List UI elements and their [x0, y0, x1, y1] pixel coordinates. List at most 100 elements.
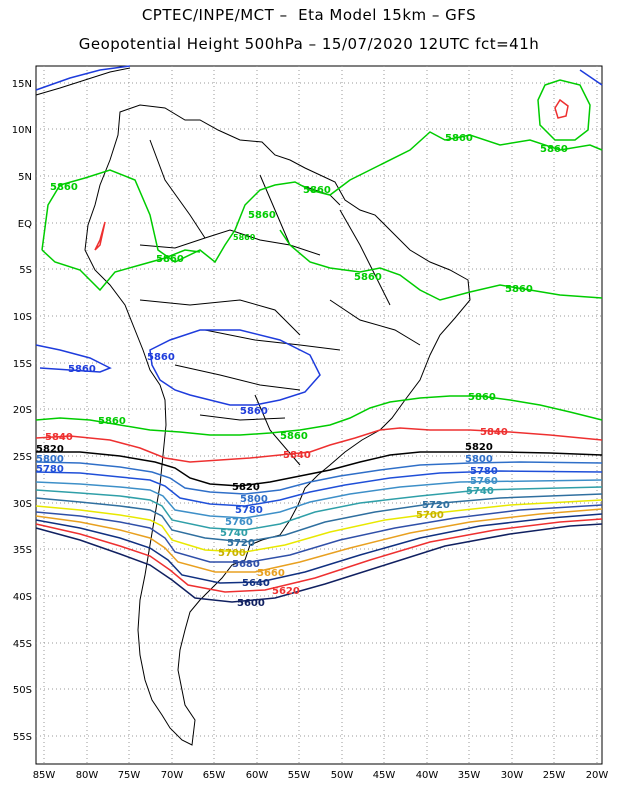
lon-tick-label: 30W: [501, 770, 524, 781]
lat-tick-label: 50S: [13, 685, 32, 696]
contour-5860-blue-west: [35, 344, 112, 373]
contour-5680: [35, 504, 603, 563]
contour-label: 5860: [68, 364, 96, 375]
lat-tick-label: 30S: [13, 499, 32, 510]
lat-tick-label: 15N: [12, 79, 32, 90]
contour-5700: [35, 499, 603, 553]
contour-label: 5800: [465, 454, 493, 465]
lon-tick-label: 65W: [203, 770, 226, 781]
lon-tick-label: 70W: [161, 770, 184, 781]
contour-5600: [35, 523, 603, 603]
contour-5620: [35, 518, 603, 593]
lat-tick-label: 45S: [13, 639, 32, 650]
contour-5780: [35, 470, 603, 507]
contour-5800: [35, 461, 603, 495]
contour-5860-red-small: [94, 221, 106, 251]
contour-label: 5860: [303, 185, 331, 196]
lon-tick-label: 40W: [416, 770, 439, 781]
lon-tick-label: 50W: [331, 770, 354, 781]
lon-tick-label: 60W: [246, 770, 269, 781]
map-frame: [35, 65, 603, 765]
country-borders: [139, 139, 421, 466]
lon-tick-label: 55W: [288, 770, 311, 781]
contour-label: 5860: [468, 392, 496, 403]
lat-tick-label: 40S: [13, 592, 32, 603]
contour-label: 5780: [470, 466, 498, 477]
contour-label: 5820: [36, 444, 64, 455]
lat-tick-label: 25S: [13, 452, 32, 463]
contour-label: 5700: [218, 548, 246, 559]
contour-label: 5860: [98, 416, 126, 427]
lat-tick-label: 55S: [13, 732, 32, 743]
lon-tick-label: 20W: [586, 770, 609, 781]
contour-label: 5820: [232, 482, 260, 493]
contour-label: 5860: [505, 284, 533, 295]
contour-label: 5740: [220, 528, 248, 539]
contour-label: 5860: [354, 272, 382, 283]
contour-5760: [35, 479, 603, 519]
lat-tick-label: 35S: [13, 545, 32, 556]
contour-5720: [35, 493, 603, 543]
contour-label: 5760: [470, 476, 498, 487]
contour-5740: [35, 486, 603, 531]
contour-label: 5660: [257, 568, 285, 579]
contour-label: 5700: [416, 510, 444, 521]
south-america-coast: [84, 104, 471, 746]
contour-5860-red-high: [554, 98, 569, 119]
contour-labels: 5860 5860 5860 5860 5860 5860 5860 5860 …: [36, 133, 568, 609]
contour-label: 5620: [272, 586, 300, 597]
contour-5860-high: [537, 79, 591, 141]
contour-label: 5720: [227, 538, 255, 549]
contour-5820: [36, 451, 603, 487]
chart-title-line2: Geopotential Height 500hPa – 15/07/2020 …: [78, 35, 540, 53]
contour-label: 5740: [466, 486, 494, 497]
chart-title-line1: CPTEC/INPE/MCT – Eta Model 15km – GFS: [141, 6, 477, 24]
lat-tick-label: 20S: [13, 405, 32, 416]
lat-tick-label: EQ: [18, 219, 32, 230]
lat-tick-label: 15S: [13, 359, 32, 370]
contour-label: 5860: [248, 210, 276, 221]
contour-label: 5640: [242, 578, 270, 589]
contour-label: 5860: [50, 182, 78, 193]
contour-label: 5680: [232, 559, 260, 570]
contour-label: 5860: [240, 406, 268, 417]
contour-label: 5860: [233, 233, 256, 242]
contour-label: 5760: [225, 517, 253, 528]
contour-5640: [35, 513, 603, 584]
contour-5860-east: [279, 229, 603, 301]
contour-5860-west: [41, 249, 201, 292]
central-america-coast: [35, 67, 131, 96]
contour-5860-blue-center: [149, 329, 321, 406]
contour-5860-north: [41, 131, 603, 264]
contour-label: 5860: [540, 144, 568, 155]
lon-tick-label: 25W: [543, 770, 566, 781]
contour-label: 5840: [45, 432, 73, 443]
contour-label: 5860: [445, 133, 473, 144]
contour-label: 5800: [36, 454, 64, 465]
contour-label: 5860: [156, 254, 184, 265]
graticule: [36, 66, 602, 764]
contour-label: 5720: [422, 500, 450, 511]
contour-5860-south: [35, 395, 603, 436]
contour-5840: [35, 427, 603, 463]
lon-tick-label: 85W: [33, 770, 56, 781]
contour-lines: [35, 65, 603, 603]
contour-5660: [35, 508, 603, 573]
contour-label: 5780: [235, 505, 263, 516]
contour-label: 5600: [237, 598, 265, 609]
lon-tick-label: 35W: [458, 770, 481, 781]
lon-tick-label: 75W: [118, 770, 141, 781]
contour-label: 5860: [147, 352, 175, 363]
contour-label: 5800: [240, 494, 268, 505]
lon-tick-label: 45W: [373, 770, 396, 781]
contour-label: 5780: [36, 464, 64, 475]
contour-label: 5840: [480, 427, 508, 438]
contour-label: 5860: [280, 431, 308, 442]
lat-tick-label: 10S: [13, 312, 32, 323]
lon-tick-label: 80W: [76, 770, 99, 781]
lat-tick-label: 10N: [12, 125, 32, 136]
contour-5860-blue-north: [35, 65, 603, 91]
lat-tick-label: 5S: [19, 265, 32, 276]
contour-label: 5840: [283, 450, 311, 461]
